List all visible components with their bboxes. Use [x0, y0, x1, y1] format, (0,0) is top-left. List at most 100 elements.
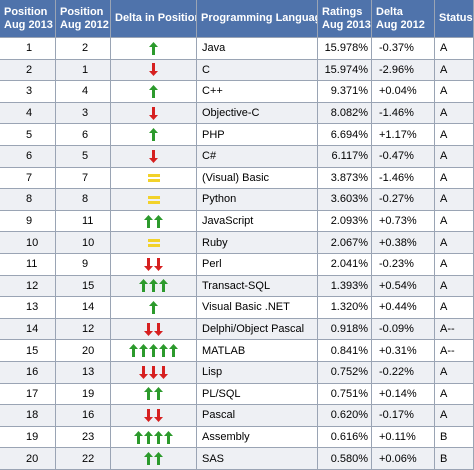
header-text: Status — [439, 12, 473, 24]
table-cell: 9 — [56, 254, 111, 276]
table-cell: 8.082% — [318, 102, 372, 125]
up-arrow — [149, 279, 158, 293]
up-arrow — [144, 452, 153, 466]
table-cell: -0.09% — [372, 318, 435, 341]
up-arrow — [159, 279, 168, 293]
table-cell: A — [435, 81, 474, 103]
delta-cell — [111, 448, 197, 470]
table-cell: +1.17% — [372, 124, 435, 146]
up-arrow — [134, 430, 143, 444]
table-cell: A-- — [435, 318, 474, 341]
table-cell: 14 — [56, 297, 111, 319]
header-text: Delta in Position — [115, 12, 197, 24]
table-cell: +0.38% — [372, 232, 435, 254]
table-cell: Python — [197, 189, 318, 211]
table-cell: A — [435, 232, 474, 254]
table-cell: 19 — [0, 426, 56, 449]
table-cell: 1 — [56, 59, 111, 82]
table-cell: 8 — [0, 189, 56, 211]
table-cell: 2.067% — [318, 232, 372, 254]
header-cell: Programming Language — [197, 0, 318, 38]
table-cell: (Visual) Basic — [197, 167, 318, 190]
up-arrow — [149, 300, 158, 314]
table-cell: Transact-SQL — [197, 275, 318, 298]
table-cell: 3 — [56, 102, 111, 125]
header-text: Delta — [376, 5, 403, 18]
table-cell: 23 — [56, 426, 111, 449]
table-cell: +0.04% — [372, 81, 435, 103]
table-cell: 0.841% — [318, 340, 372, 362]
table-cell: 16 — [0, 362, 56, 384]
delta-cell — [111, 38, 197, 60]
table-cell: 3.603% — [318, 189, 372, 211]
header-cell: Ratings Aug 2013 — [318, 0, 372, 38]
table-cell: A — [435, 167, 474, 190]
table-cell: Pascal — [197, 405, 318, 427]
table-cell: 7 — [0, 167, 56, 190]
header-text: Ratings — [322, 5, 363, 18]
delta-cell — [111, 362, 197, 384]
delta-cell — [111, 102, 197, 125]
table-cell: A — [435, 254, 474, 276]
table-cell: -1.46% — [372, 167, 435, 190]
table-cell: A — [435, 102, 474, 125]
up-arrow — [139, 344, 148, 358]
table-cell: 2 — [56, 38, 111, 60]
table-cell: 11 — [0, 254, 56, 276]
table-cell: SAS — [197, 448, 318, 470]
table-cell: C — [197, 59, 318, 82]
table-cell: B — [435, 426, 474, 449]
table-cell: Perl — [197, 254, 318, 276]
table-cell: 2.041% — [318, 254, 372, 276]
down-arrow — [144, 257, 153, 271]
table-cell: A — [435, 275, 474, 298]
table-cell: B — [435, 448, 474, 470]
table-cell: 5 — [56, 146, 111, 168]
equal-icon — [147, 239, 160, 248]
table-cell: 6.694% — [318, 124, 372, 146]
table-cell: Ruby — [197, 232, 318, 254]
table-cell: 12 — [0, 275, 56, 298]
table-cell: 6.117% — [318, 146, 372, 168]
table-cell: -0.17% — [372, 405, 435, 427]
table-cell: A — [435, 189, 474, 211]
table-cell: A — [435, 383, 474, 406]
delta-cell — [111, 232, 197, 254]
table-cell: A — [435, 405, 474, 427]
table-cell: Delphi/Object Pascal — [197, 318, 318, 341]
down-arrow — [154, 322, 163, 336]
table-cell: JavaScript — [197, 210, 318, 233]
table-cell: 13 — [56, 362, 111, 384]
table-cell: 6 — [56, 124, 111, 146]
table-cell: +0.44% — [372, 297, 435, 319]
delta-cell — [111, 167, 197, 190]
header-text: Aug 2013 — [4, 18, 53, 31]
table-cell: PHP — [197, 124, 318, 146]
delta-cell — [111, 81, 197, 103]
table-cell: 15.974% — [318, 59, 372, 82]
table-cell: 4 — [0, 102, 56, 125]
table-cell: 16 — [56, 405, 111, 427]
table-cell: 0.918% — [318, 318, 372, 341]
down-arrow — [144, 408, 153, 422]
table-cell: +0.31% — [372, 340, 435, 362]
header-cell: Position Aug 2013 — [0, 0, 56, 38]
table-cell: +0.54% — [372, 275, 435, 298]
table-cell: 0.752% — [318, 362, 372, 384]
table-cell: 2.093% — [318, 210, 372, 233]
table-cell: 10 — [0, 232, 56, 254]
table-cell: 9 — [0, 210, 56, 233]
table-cell: Lisp — [197, 362, 318, 384]
table-cell: A — [435, 38, 474, 60]
table-cell: +0.11% — [372, 426, 435, 449]
down-arrow — [149, 365, 158, 379]
table-cell: 3.873% — [318, 167, 372, 190]
up-arrow — [164, 430, 173, 444]
table-cell: C# — [197, 146, 318, 168]
delta-cell — [111, 210, 197, 233]
delta-cell — [111, 189, 197, 211]
table-cell: 15 — [56, 275, 111, 298]
table-cell: 2 — [0, 59, 56, 82]
table-cell: 6 — [0, 146, 56, 168]
table-cell: 8 — [56, 189, 111, 211]
